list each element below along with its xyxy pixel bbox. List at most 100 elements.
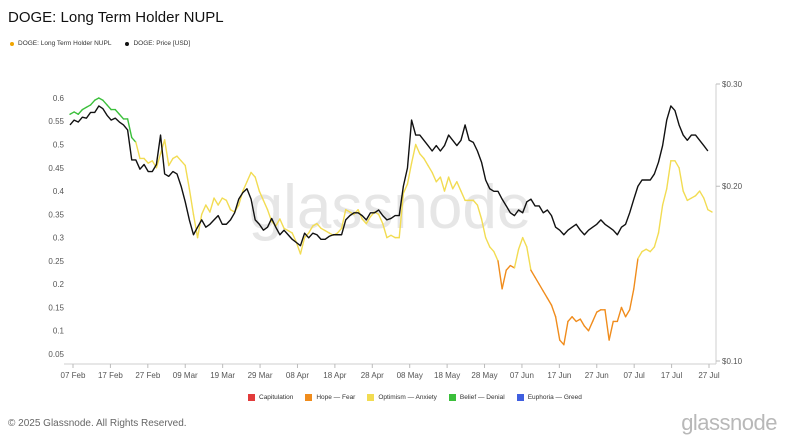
nupl-segment [377,213,384,225]
nupl-segment [628,288,635,311]
nupl-segment [163,139,170,167]
nupl-segment [73,111,79,115]
nupl-segment [147,160,154,164]
nupl-segment [382,222,388,239]
zone-legend-capitulation[interactable]: Capitulation [248,394,293,401]
nupl-segment [205,204,211,213]
nupl-segment [77,108,84,115]
nupl-segment [431,171,437,183]
y-left-tick-label: 0.4 [53,187,65,196]
nupl-segment [172,155,178,160]
nupl-segment [443,176,450,192]
nupl-segment [587,320,594,332]
nupl-segment [649,246,656,253]
nupl-segment [155,153,162,169]
y-left-tick-label: 0.6 [53,94,65,103]
nupl-segment [620,306,627,318]
nupl-segment [497,260,503,290]
nupl-segment [690,195,697,199]
zone-label-optimism-anxiety: Optimism — Anxiety [378,394,437,401]
nupl-segment [180,160,186,167]
nupl-segment [184,164,191,190]
y-left-tick-label: 0.25 [48,257,64,266]
nupl-segment [143,157,149,164]
nupl-segment [439,176,446,192]
nupl-segment [176,155,182,162]
nupl-segment [312,222,318,227]
x-tick-label: 07 Feb [61,371,86,380]
nupl-segment [398,192,405,239]
chart-title: DOGE: Long Term Holder NUPL [8,9,224,26]
nupl-segment [135,141,141,160]
y-left-tick-label: 0.35 [48,210,64,219]
nupl-segment [414,143,421,155]
legend-item-nupl[interactable]: DOGE: Long Term Holder NUPL [10,40,111,47]
nupl-segment [192,213,199,239]
glassnode-logo: glassnode [681,410,777,435]
nupl-segment [242,181,248,192]
nupl-segment [365,215,372,225]
nupl-segment [229,208,236,213]
nupl-segment [254,176,261,192]
nupl-segment [390,234,396,239]
y-right-tick-label: $0.20 [722,182,743,191]
nupl-segment [307,225,314,234]
nupl-segment [517,236,524,250]
nupl-segment [213,197,219,206]
nupl-segment [489,246,495,253]
nupl-segment [666,160,672,190]
y-right-tick-label: $0.30 [722,80,743,89]
nupl-segment [126,118,133,139]
nupl-segment [521,236,528,248]
nupl-segment [85,104,92,108]
nupl-segment [530,269,536,278]
zone-legend-optimism-anxiety[interactable]: Optimism — Anxiety [367,394,437,401]
x-tick-label: 07 Jun [510,371,534,380]
nupl-segment [279,218,285,230]
zone-legend-belief-denial[interactable]: Belief — Denial [448,394,505,401]
nupl-segment [686,197,693,202]
nupl-segment [657,204,664,234]
nupl-segment [275,218,281,227]
nupl-segment [262,199,269,211]
nupl-segment [707,208,713,213]
nupl-segment [563,320,569,346]
nupl-series-line [69,97,713,346]
x-tick-label: 19 Mar [210,371,235,380]
nupl-segment [546,297,553,306]
nupl-segment [295,241,302,255]
nupl-segment [168,157,174,167]
y-left-tick-label: 0.1 [53,327,65,336]
zone-swatch-belief-denial [448,394,456,401]
x-tick-label: 27 Feb [135,371,160,380]
x-tick-label: 27 Jul [698,371,720,380]
nupl-segment [678,167,684,192]
legend-label-price: DOGE: Price [USD] [133,40,191,47]
y-left-tick-label: 0.45 [48,164,64,173]
nupl-segment [447,176,454,190]
nupl-segment [283,227,289,232]
y-left-tick-label: 0.55 [48,117,64,126]
nupl-segment [340,208,347,230]
nupl-segment [624,309,631,318]
x-tick-label: 09 Mar [173,371,198,380]
zone-label-euphoria-greed: Euphoria — Greed [527,394,582,401]
x-tick-label: 29 Mar [248,371,273,380]
nupl-segment [637,250,643,260]
zone-legend-euphoria-greed[interactable]: Euphoria — Greed [516,394,582,401]
y-left-tick-label: 0.2 [53,280,65,289]
legend-item-price[interactable]: DOGE: Price [USD] [125,40,190,47]
nupl-segment [452,181,458,190]
nupl-segment [246,171,252,183]
nupl-segment [336,227,343,234]
nupl-segment [209,197,215,213]
nupl-segment [353,208,359,216]
nupl-segment [435,176,442,183]
nupl-segment [258,190,265,202]
nupl-segment [345,208,351,213]
zone-swatch-capitulation [248,394,255,401]
zone-legend-hope-fear[interactable]: Hope — Fear [305,394,355,401]
nupl-segment [423,157,429,167]
nupl-segment [633,257,639,290]
x-tick-label: 17 Feb [98,371,123,380]
